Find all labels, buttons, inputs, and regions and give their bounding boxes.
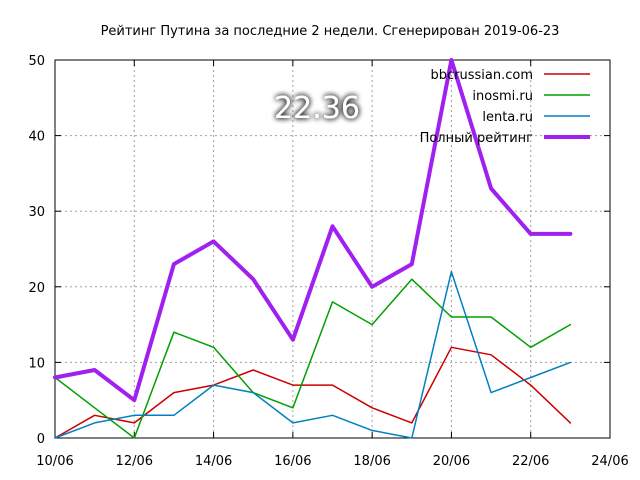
legend-label: inosmi.ru (472, 89, 533, 104)
legend: bbcrussian.com inosmi.ru lenta.ru Полный ре… (420, 68, 590, 146)
series-line-3 (54, 270, 572, 439)
y-tick-label: 30 (28, 205, 45, 220)
grid (55, 60, 610, 438)
y-tick-label: 20 (28, 281, 45, 296)
x-tick-label: 20/06 (433, 454, 470, 469)
rating-badge: 22.36 (274, 91, 360, 126)
series-line-2 (54, 278, 572, 439)
legend-label: Полный рейтинг (420, 131, 534, 146)
x-tick-label: 12/06 (116, 454, 153, 469)
y-tick-label: 10 (28, 356, 45, 371)
y-tick-label: 40 (28, 130, 45, 145)
x-tick-label: 14/06 (195, 454, 232, 469)
legend-label: lenta.ru (482, 110, 533, 125)
series-layer (53, 58, 573, 439)
x-tick-label: 24/06 (591, 454, 628, 469)
x-tick-label: 18/06 (353, 454, 390, 469)
x-tick-label: 10/06 (36, 454, 73, 469)
y-tick-label: 0 (37, 432, 45, 447)
legend-label: bbcrussian.com (431, 68, 534, 83)
x-tick-label: 16/06 (274, 454, 311, 469)
series-line-4 (53, 58, 573, 403)
axes: 0 10 20 30 40 50 10/06 12/06 14/06 16/06 18/06 20/0… (28, 54, 628, 469)
x-tick-label: 22/06 (512, 454, 549, 469)
series-line-1 (54, 346, 572, 439)
y-tick-label: 50 (28, 54, 45, 69)
chart-title: Рейтинг Путина за последние 2 недели. Сг… (101, 24, 560, 39)
plot-frame (54, 59, 611, 439)
